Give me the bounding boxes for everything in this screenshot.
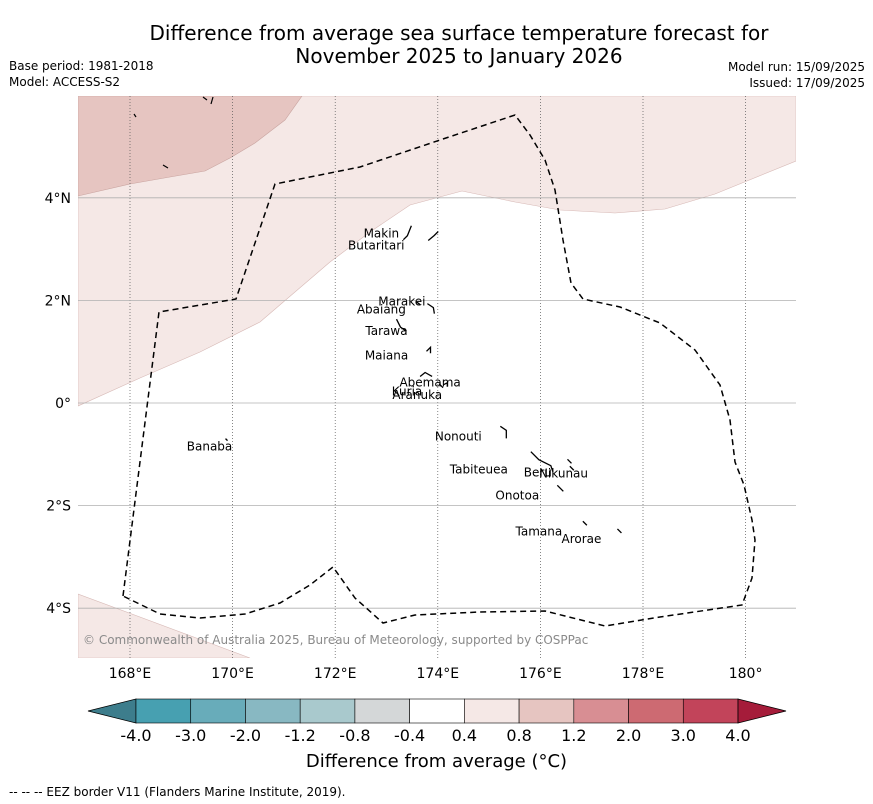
- colorbar-segment-7: [518, 698, 575, 724]
- colorbar-label-9: 2.0: [616, 726, 641, 745]
- island-outline-nonouti: [499, 425, 507, 439]
- colorbar-segment-2: [245, 698, 301, 724]
- colorbar-labels: -4.0 -3.0 -2.0 -1.2 -0.8 -0.4 0.4 0.8 1.2 2.0 3.0 4…: [120, 726, 750, 745]
- colorbar-arrow-high: [737, 698, 787, 724]
- model-label: Model: ACCESS-S2: [9, 75, 121, 89]
- colorbar-segment-5: [409, 698, 465, 724]
- colorbar-label-0: -4.0: [120, 726, 151, 745]
- colorbar-segment-1: [190, 698, 246, 724]
- island-outline-tabiteuea: [530, 451, 554, 472]
- lat-label-3: 2°S: [46, 499, 71, 515]
- island-label-nonouti: Nonouti: [435, 429, 482, 443]
- gridlines: [78, 96, 796, 658]
- island-label-tarawa: Tarawa: [364, 324, 407, 338]
- colorbar-segment-9: [628, 698, 684, 724]
- latitude-labels: 4°N 2°N 0° 2°S 4°S: [45, 191, 72, 617]
- colorbar-label-6: 0.4: [452, 726, 477, 745]
- anomaly-region-0.4-0.8-north: [78, 96, 796, 407]
- island-label-tamana: Tamana: [515, 524, 563, 538]
- map-title: Difference from average sea surface temp…: [0, 22, 873, 68]
- credit-text: © Commonwealth of Australia 2025, Bureau…: [83, 633, 588, 647]
- anomaly-region-0.4-0.8-southwest: [78, 593, 251, 658]
- longitude-labels: 168°E 170°E 172°E 174°E 176°E 178°E 180°: [109, 666, 763, 682]
- island-outline-nikunau: [567, 458, 572, 464]
- colorbar-label-1: -3.0: [175, 726, 206, 745]
- island-label-makin: Makin: [364, 227, 400, 241]
- colorbar-label-5: -0.4: [394, 726, 425, 745]
- island-outline-beru: [569, 465, 575, 471]
- lon-label-1: 170°E: [211, 666, 254, 682]
- lon-label-5: 178°E: [622, 666, 665, 682]
- anomaly-region-0.8-1.2-northwest: [78, 96, 303, 197]
- island-outline-kuria: [438, 383, 444, 389]
- lon-label-2: 172°E: [314, 666, 357, 682]
- island-label-arorae: Arorae: [561, 532, 601, 546]
- title-line-1: Difference from average sea surface temp…: [149, 21, 769, 45]
- island-outline-aranuka: [442, 381, 448, 387]
- colorbar-label-2: -2.0: [230, 726, 261, 745]
- island-outline-marakei: [415, 300, 421, 305]
- colorbar-segment-4: [354, 698, 410, 724]
- colorbar-label-10: 3.0: [671, 726, 696, 745]
- island-label-abemama: Abemama: [399, 375, 460, 389]
- island-label-tabiteuea: Tabiteuea: [449, 463, 508, 477]
- island-label-beru: Beru: [524, 465, 552, 479]
- title-line-2: November 2025 to January 2026: [295, 44, 623, 68]
- colorbar-segment-3: [299, 698, 356, 724]
- island-outline-abaiang: [427, 303, 436, 314]
- island-label-nikunau: Nikunau: [539, 466, 588, 480]
- island-label-maiana: Maiana: [365, 348, 408, 362]
- lat-label-1: 2°N: [45, 293, 71, 309]
- island-outline-banaba: [225, 438, 228, 442]
- colorbar-label-8: 1.2: [561, 726, 586, 745]
- land-outline: [133, 96, 214, 169]
- lon-label-4: 176°E: [519, 666, 562, 682]
- eez-border: [122, 114, 756, 627]
- island-label-aranuka: Aranuka: [392, 388, 442, 402]
- lon-label-6: 180°: [729, 666, 763, 682]
- colorbar-label-7: 0.8: [506, 726, 531, 745]
- island-label-kuria: Kuria: [392, 385, 423, 399]
- lon-label-3: 174°E: [417, 666, 460, 682]
- eez-footnote: -- -- -- EEZ border V11 (Flanders Marine…: [9, 785, 346, 799]
- lat-label-4: 4°S: [46, 601, 71, 617]
- colorbar-segment-10: [682, 698, 739, 724]
- colorbar: [87, 698, 787, 724]
- meta-right: Model run: 15/09/2025 Issued: 17/09/2025: [728, 59, 865, 91]
- island-outline-butaritari: [427, 231, 439, 242]
- colorbar-segment-8: [573, 698, 629, 724]
- island-outline-tamana: [582, 520, 588, 526]
- issued-label: Issued: 17/09/2025: [749, 76, 865, 90]
- colorbar-segment-0: [135, 698, 192, 724]
- island-label-abaiang: Abaiang: [357, 303, 406, 317]
- island-label-onotoa: Onotoa: [495, 488, 539, 502]
- colorbar-arrow-low: [87, 698, 137, 724]
- island-outline-makin: [402, 225, 412, 241]
- island-outline-onotoa: [556, 484, 564, 492]
- island-label-marakei: Marakei: [378, 294, 425, 308]
- island-outline-maiana: [426, 345, 432, 354]
- island-outline-arorae: [616, 528, 622, 534]
- lat-label-2: 0°: [55, 396, 71, 412]
- island-label-banaba: Banaba: [187, 440, 233, 454]
- colorbar-label-11: 4.0: [725, 726, 750, 745]
- colorbar-label-4: -0.8: [339, 726, 370, 745]
- lat-label-0: 4°N: [45, 191, 71, 207]
- island-label-butaritari: Butaritari: [348, 239, 405, 253]
- colorbar-label-3: -1.2: [285, 726, 316, 745]
- island-outlines: [225, 225, 622, 534]
- meta-left: Base period: 1981-2018 Model: ACCESS-S2: [9, 58, 154, 90]
- island-outline-tarawa: [395, 318, 407, 332]
- colorbar-title: Difference from average (°C): [305, 751, 568, 772]
- base-period-label: Base period: 1981-2018: [9, 59, 154, 73]
- island-outline-abemama: [419, 371, 433, 378]
- lon-label-0: 168°E: [109, 666, 152, 682]
- colorbar-segment-6: [464, 698, 520, 724]
- model-run-label: Model run: 15/09/2025: [727, 60, 865, 74]
